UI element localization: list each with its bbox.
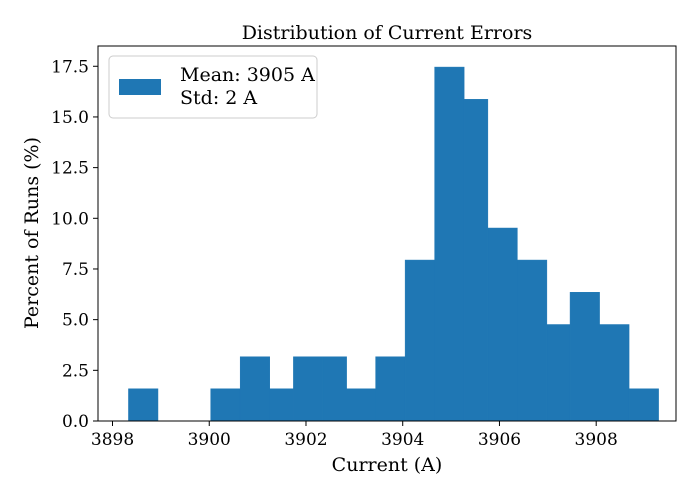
y-tick-label: 7.5 [62,260,89,280]
x-axis-label: Current (A) [332,454,443,476]
legend-swatch [119,79,161,95]
y-axis-ticks: 0.0 2.5 5.0 7.5 10.0 12.5 15.0 17.5 [51,57,98,432]
histogram-bar [210,388,241,422]
y-tick-label: 5.0 [62,311,89,331]
chart-title: Distribution of Current Errors [242,22,533,44]
x-tick-label: 3898 [91,430,134,450]
histogram-bar [239,356,270,422]
histogram-bar [293,356,324,422]
x-tick-label: 3906 [478,430,521,450]
x-tick-label: 3902 [284,430,327,450]
histogram-bar [269,388,294,422]
bars-group [128,66,659,422]
histogram-bar [628,388,659,422]
histogram-bar [375,356,406,422]
histogram-bar [517,259,548,422]
y-tick-label: 10.0 [51,209,89,229]
y-tick-label: 17.5 [51,57,89,77]
histogram-bar [487,227,518,422]
y-tick-label: 2.5 [62,361,89,381]
y-tick-label: 12.5 [51,159,89,179]
y-axis-label: Percent of Runs (%) [21,137,43,329]
legend-box [108,55,318,119]
histogram-bar [546,324,571,422]
x-tick-label: 3908 [575,430,618,450]
legend-line-std: Std: 2 A [180,87,257,109]
histogram-bar [404,259,435,422]
histogram-bar [463,99,489,422]
histogram-bar [128,388,159,422]
y-tick-label: 15.0 [51,108,89,128]
histogram-bar [434,66,465,422]
plot-frame [97,45,677,422]
x-axis-ticks: 3898 3900 3902 3904 3906 3908 [91,421,618,450]
histogram-bar [346,388,376,422]
histogram-bar [599,324,630,422]
histogram-bar [322,356,347,422]
legend-line-mean: Mean: 3905 A [180,64,315,86]
y-tick-label: 0.0 [62,412,89,432]
x-tick-label: 3900 [188,430,231,450]
histogram-bar [569,292,600,422]
x-tick-label: 3904 [381,430,424,450]
legend: Mean: 3905 A Std: 2 A [108,55,318,119]
